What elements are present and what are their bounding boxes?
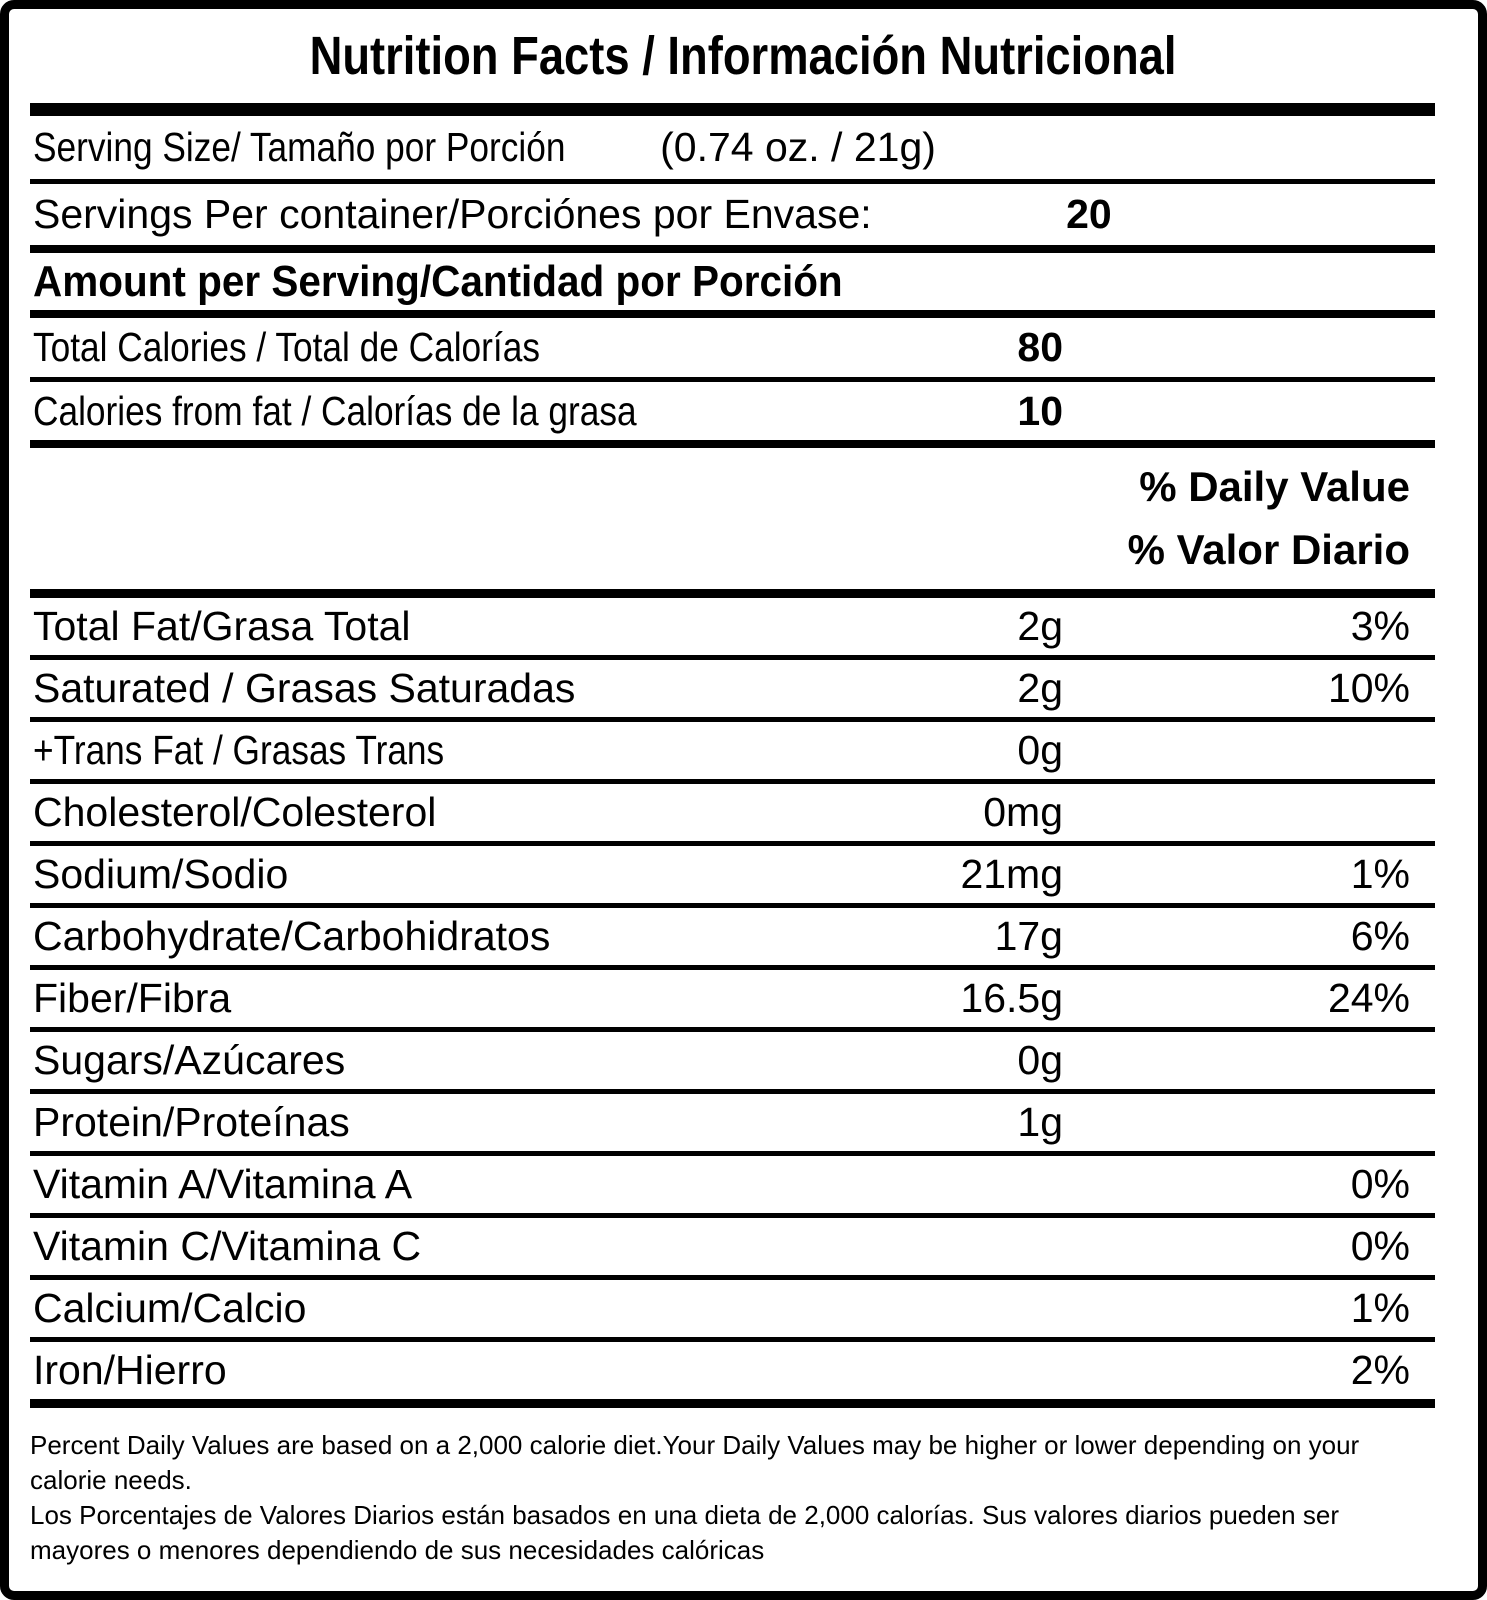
- nutrient-row: Cholesterol/Colesterol 0mg: [30, 784, 1435, 846]
- nutrient-row-label: +Trans Fat / Grasas Trans: [33, 727, 445, 773]
- amount-per-serving-header-label: Amount per Serving/Cantidad por Porción: [33, 256, 843, 306]
- nutrient-row: Total Fat/Grasa Total 2g 3%: [30, 598, 1435, 660]
- calorie-row: Calories from fat / Calorías de la grasa…: [30, 382, 1435, 448]
- nutrient-row-amount: 2g: [1017, 603, 1063, 649]
- calorie-row-amount: 80: [1017, 324, 1063, 370]
- calorie-row-label: Total Calories / Total de Calorías: [33, 324, 540, 370]
- servings-per-container-label: Servings Per container/Porciónes por Env…: [33, 191, 872, 237]
- page-title: Nutrition Facts / Información Nutriciona…: [310, 26, 1177, 86]
- nutrient-row-amount: 17g: [994, 913, 1063, 959]
- nutrient-rows-section: Total Fat/Grasa Total 2g 3% Saturated / Gra…: [30, 598, 1435, 1408]
- nutrient-row-daily-value: 0%: [1350, 1223, 1410, 1269]
- nutrient-row-label: Calcium/Calcio: [33, 1285, 307, 1331]
- nutrient-row-label: Fiber/Fibra: [33, 975, 232, 1021]
- footnotes: Percent Daily Values are based on a 2,00…: [30, 1408, 1435, 1568]
- nutrient-row-amount: 2g: [1017, 665, 1063, 711]
- nutrient-row-label: Vitamin A/Vitamina A: [33, 1161, 413, 1207]
- nutrient-row-amount: 0mg: [983, 789, 1063, 835]
- nutrient-row: Calcium/Calcio 1%: [30, 1280, 1435, 1342]
- daily-value-header: % Daily Value % Valor Diario: [30, 448, 1435, 598]
- nutrient-row: +Trans Fat / Grasas Trans 0g: [30, 722, 1435, 784]
- calorie-row-label: Calories from fat / Calorías de la grasa: [33, 387, 637, 434]
- nutrient-row-amount: 0g: [1017, 727, 1063, 773]
- nutrient-row-daily-value: 24%: [1327, 975, 1410, 1021]
- daily-value-header-es: % Valor Diario: [1127, 526, 1410, 573]
- nutrient-row-label: Total Fat/Grasa Total: [33, 603, 411, 649]
- nutrient-row: Vitamin A/Vitamina A 0%: [30, 1156, 1435, 1218]
- nutrient-row: Sugars/Azúcares 0g: [30, 1032, 1435, 1094]
- amount-per-serving-header: Amount per Serving/Cantidad por Porción: [30, 253, 1435, 318]
- nutrient-row-daily-value: 0%: [1350, 1161, 1410, 1207]
- nutrient-row: Protein/Proteínas 1g: [30, 1094, 1435, 1156]
- servings-per-container-row: Servings Per container/Porciónes por Env…: [30, 184, 1435, 253]
- title-divider-bar: [30, 103, 1435, 116]
- serving-size-value: (0.74 oz. / 21g): [660, 124, 936, 170]
- nutrient-row: Fiber/Fibra 16.5g 24%: [30, 970, 1435, 1032]
- nutrient-row-label: Carbohydrate/Carbohidratos: [33, 913, 551, 959]
- nutrient-row-amount: 16.5g: [960, 975, 1063, 1021]
- nutrient-row: Carbohydrate/Carbohidratos 17g 6%: [30, 908, 1435, 970]
- nutrient-row: Vitamin C/Vitamina C 0%: [30, 1218, 1435, 1280]
- calorie-row-amount: 10: [1017, 387, 1063, 434]
- nutrient-row: Saturated / Grasas Saturadas 2g 10%: [30, 660, 1435, 722]
- nutrient-row-label: Sugars/Azúcares: [33, 1037, 346, 1083]
- nutrient-row-daily-value: 10%: [1327, 665, 1410, 711]
- calorie-row: Total Calories / Total de Calorías 80: [30, 318, 1435, 382]
- footnote-en: Percent Daily Values are based on a 2,00…: [30, 1430, 1360, 1495]
- nutrient-row-daily-value: 2%: [1350, 1347, 1410, 1393]
- serving-size-row: Serving Size/ Tamaño por Porción (0.74 o…: [30, 116, 1435, 184]
- footnote-es: Los Porcentajes de Valores Diarios están…: [30, 1500, 1339, 1565]
- nutrient-row-label: Iron/Hierro: [33, 1347, 227, 1393]
- servings-per-container-value: 20: [1066, 191, 1112, 237]
- nutrient-row-label: Saturated / Grasas Saturadas: [33, 665, 576, 711]
- calorie-rows-section: Total Calories / Total de Calorías 80 Calo…: [30, 318, 1435, 448]
- nutrient-row-daily-value: 3%: [1350, 603, 1410, 649]
- label-title-block: Nutrition Facts / Información Nutriciona…: [9, 9, 1478, 103]
- nutrient-row-label: Sodium/Sodio: [33, 851, 289, 897]
- nutrient-row-daily-value: 1%: [1350, 1285, 1410, 1331]
- nutrient-row: Sodium/Sodio 21mg 1%: [30, 846, 1435, 908]
- nutrient-row-label: Vitamin C/Vitamina C: [33, 1223, 422, 1269]
- serving-size-label: Serving Size/ Tamaño por Porción: [33, 124, 566, 170]
- nutrient-row-label: Protein/Proteínas: [33, 1099, 350, 1145]
- nutrient-row-amount: 0g: [1017, 1037, 1063, 1083]
- nutrient-row-daily-value: 6%: [1350, 913, 1410, 959]
- nutrient-row-daily-value: 1%: [1350, 851, 1410, 897]
- nutrient-row-amount: 1g: [1017, 1099, 1063, 1145]
- daily-value-header-en: % Daily Value: [1139, 463, 1410, 510]
- nutrient-row-label: Cholesterol/Colesterol: [33, 789, 437, 835]
- nutrient-row: Iron/Hierro 2%: [30, 1342, 1435, 1408]
- nutrient-row-amount: 21mg: [960, 851, 1063, 897]
